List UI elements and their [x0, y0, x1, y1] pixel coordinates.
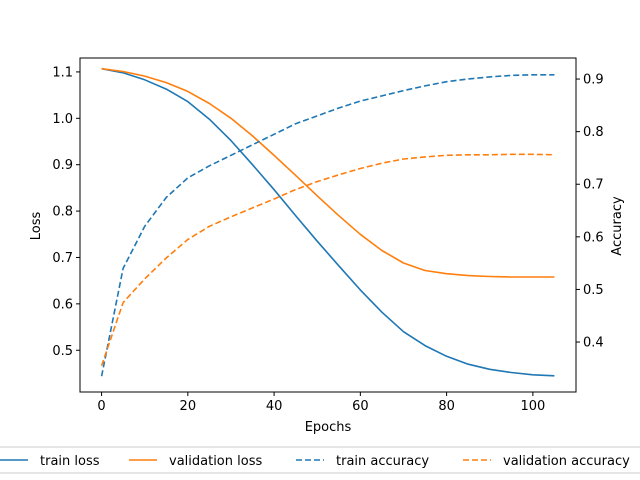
y-left-tick-label: 0.5 — [52, 344, 73, 359]
y-right-tick-label: 0.5 — [583, 283, 604, 298]
y-left-tick-label: 0.7 — [52, 251, 73, 266]
series-line-train-loss — [101, 67, 555, 377]
legend-label: validation accuracy — [503, 454, 630, 469]
y-left-tick-label: 0.8 — [52, 205, 73, 220]
y-right-tick-label: 0.8 — [583, 125, 604, 140]
series-line-validation-loss — [101, 67, 555, 278]
y-axis-right-title: Accuracy — [610, 196, 625, 256]
plot-frame — [79, 57, 577, 393]
y-left-tick-label: 1.1 — [52, 65, 73, 80]
legend: train loss validation loss train accuracy v… — [0, 446, 640, 474]
x-tick-label: 100 — [520, 399, 545, 414]
plot-area — [100, 67, 555, 377]
x-tick-label: 60 — [352, 399, 369, 414]
axis-ticks: 0 20 40 60 80 100 0.5 0.6 0.7 0.8 0.9 1.0 1.1 0.4 0.5 0… — [52, 65, 603, 414]
x-axis-title: Epochs — [305, 420, 352, 435]
x-tick-label: 0 — [97, 399, 105, 414]
axes-frame — [79, 57, 577, 393]
legend-label: train loss — [40, 454, 100, 469]
y-left-tick-label: 0.6 — [52, 297, 73, 312]
series-line-train-accuracy — [100, 74, 555, 377]
x-tick-label: 20 — [180, 399, 197, 414]
x-tick-label: 40 — [266, 399, 283, 414]
y-right-tick-label: 0.4 — [583, 336, 604, 351]
legend-label: validation loss — [169, 454, 262, 469]
y-right-tick-label: 0.7 — [583, 178, 604, 193]
legend-label: train accuracy — [336, 454, 429, 469]
y-axis-left-title: Loss — [29, 212, 44, 241]
y-left-tick-label: 1.0 — [52, 112, 73, 127]
y-left-tick-label: 0.9 — [52, 158, 73, 173]
series-line-validation-accuracy — [100, 153, 555, 366]
y-right-tick-label: 0.6 — [583, 230, 604, 245]
x-tick-label: 80 — [438, 399, 455, 414]
y-right-tick-label: 0.9 — [583, 73, 604, 88]
